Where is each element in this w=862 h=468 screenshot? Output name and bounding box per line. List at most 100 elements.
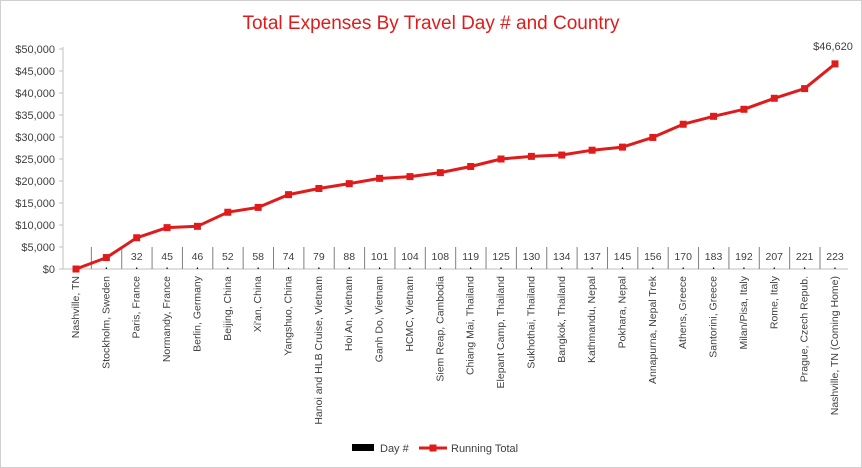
day-bar [530, 267, 532, 269]
day-label: 52 [222, 251, 234, 263]
y-tick-label: $0 [43, 264, 55, 276]
category-label: Xi'an, China [252, 276, 264, 332]
running-total-point [345, 180, 353, 188]
y-tick-label: $40,000 [15, 88, 55, 100]
day-label: 145 [614, 251, 632, 263]
category-label: Chiang Mai, Thailand [465, 276, 477, 375]
category-label: Rome, Italy [768, 275, 780, 329]
day-bar [379, 267, 381, 269]
plot-area: $0 $5,000 $10,000 $15,000 $20,000 $25,000 $30,… [15, 41, 853, 425]
y-tick-label: $5,000 [21, 242, 55, 254]
category-label: Annapurna, Nepal Trek [647, 275, 659, 384]
category-label: Pokhara, Nepal [616, 276, 628, 348]
running-total-point [467, 162, 475, 170]
category-label: Santorini, Greece [708, 276, 720, 358]
category-label: Hanoi and HLB Cruise, Vietnam [313, 276, 325, 425]
day-bar [287, 267, 290, 269]
day-bar [652, 267, 654, 269]
category-label: Yangshuo, China [283, 276, 295, 356]
day-bar [196, 267, 199, 269]
running-total-point [193, 222, 201, 230]
legend-marker-running-total [429, 444, 437, 452]
day-bar [621, 267, 624, 269]
running-total-point [72, 265, 80, 273]
day-label: 130 [523, 251, 541, 263]
day-bar [257, 267, 259, 269]
y-tick-label: $20,000 [15, 176, 55, 188]
day-label: 137 [583, 251, 601, 263]
category-label: Nashville, TN [70, 276, 82, 338]
y-tick-label: $30,000 [15, 132, 55, 144]
day-label: 125 [492, 251, 510, 263]
day-bar [743, 267, 745, 269]
day-bar [318, 267, 320, 269]
category-label: Berlin, Germany [191, 275, 203, 352]
day-label: 58 [252, 251, 264, 263]
day-label: 223 [826, 251, 844, 263]
running-total-point [406, 173, 414, 181]
y-tick-label: $50,000 [15, 44, 55, 56]
day-label: 45 [161, 251, 173, 263]
day-label: 119 [462, 251, 479, 263]
category-label: Siem Reap, Cambodia [434, 276, 446, 382]
day-bar [712, 267, 715, 269]
running-total-point [133, 234, 141, 242]
category-label: Hoi An, Vietnam [343, 276, 355, 351]
category-label: Nashville, TN (Coming Home) [829, 276, 841, 415]
day-bar [348, 267, 350, 269]
category-label: Kathmandu, Nepal [586, 276, 598, 363]
running-total-point [588, 146, 596, 154]
running-total-point [558, 151, 566, 159]
category-label: Sukhothai, Thailand [525, 276, 537, 369]
day-label: 183 [705, 251, 723, 263]
day-label: 108 [432, 251, 450, 263]
day-label: 104 [401, 251, 419, 263]
day-bar [136, 267, 138, 269]
running-total-point [254, 203, 262, 211]
day-label: 79 [313, 251, 325, 263]
legend-label-day: Day # [380, 443, 410, 455]
y-tick-label: $25,000 [15, 154, 55, 166]
running-total-point [102, 254, 110, 262]
day-label: 88 [343, 251, 355, 263]
category-label: HCMC, Vietnam [404, 276, 416, 352]
day-label: 221 [796, 251, 814, 263]
running-total-point [710, 112, 718, 120]
running-total-point [315, 184, 323, 192]
y-tick-label: $35,000 [15, 110, 55, 122]
category-label: Normandy, France [161, 276, 173, 362]
running-total-point [527, 152, 535, 160]
running-total-point [376, 174, 384, 182]
data-label-final-total: $46,620 [813, 41, 853, 53]
day-label: 192 [735, 251, 753, 263]
day-bar [834, 267, 836, 269]
chart-title: Total Expenses By Travel Day # and Count… [242, 13, 620, 34]
day-bar [773, 267, 775, 269]
day-bar [227, 267, 229, 269]
day-bar [500, 267, 502, 269]
running-total-point [679, 120, 687, 128]
legend-label-running-total: Running Total [451, 443, 518, 455]
running-total-point [740, 105, 748, 113]
category-label: Athens, Greece [677, 276, 689, 349]
legend-swatch-day [352, 444, 374, 451]
day-bar [591, 267, 593, 269]
day-label: 134 [553, 251, 571, 263]
category-label: Stockholm, Sweden [100, 276, 112, 369]
category-label: Milan/Pisa, Italy [738, 275, 750, 349]
running-total-point [831, 60, 839, 68]
category-label: Bangkok, Thailand [556, 276, 568, 363]
y-tick-label: $15,000 [15, 198, 55, 210]
day-label: 101 [371, 251, 389, 263]
day-label: 46 [192, 251, 204, 263]
day-label: 32 [131, 251, 143, 263]
category-label: Ganh Do, Vietnam [374, 276, 386, 362]
category-label: Paris, France [131, 276, 143, 339]
day-label: 170 [674, 251, 692, 263]
category-label: Beijing, China [222, 276, 234, 341]
y-tick-label: $10,000 [15, 220, 55, 232]
day-label: 74 [283, 251, 295, 263]
day-bar [682, 267, 684, 269]
y-tick-label: $45,000 [15, 66, 55, 78]
